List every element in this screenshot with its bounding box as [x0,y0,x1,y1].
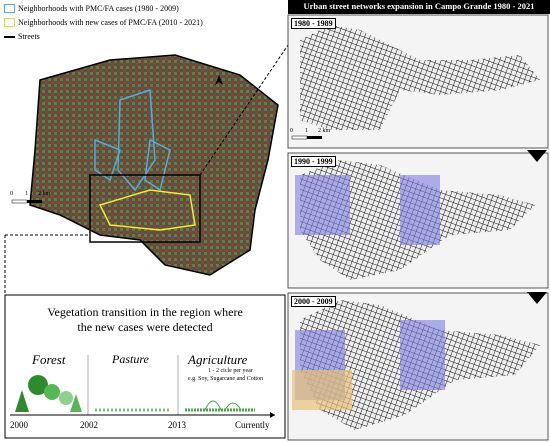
scale-label: 2 km [318,128,331,134]
legend-item: Streets [4,32,40,41]
panel-label: 2000 - 2009 [291,296,336,307]
scale-label: 2 km [38,191,51,197]
stage-name: Forest [32,352,66,367]
legend-text: Neighborhoods with PMC/FA cases (1980 - … [18,4,179,13]
stage-name: Agriculture [188,352,248,367]
scale-label: 1 [305,128,308,134]
timeline-label: 2013 [168,420,186,430]
scale-label: 1 [25,191,28,197]
legend-item: Neighborhoods with new cases of PMC/FA (… [4,18,203,27]
vegetation-title: Vegetation transition in the region wher… [47,305,243,334]
agriculture-note: 1 - 2 cicle per year [208,368,253,374]
scale-label: 0 [290,128,293,134]
scale-label: 0 [10,191,13,197]
timeline-label: 2000 [10,420,28,430]
agriculture-note: e.g. Soy, Sugarcane and Cotton [188,376,264,382]
panel-label: 1980 - 1989 [291,18,336,29]
legend-item: Neighborhoods with PMC/FA cases (1980 - … [4,4,179,13]
timeline-label: Currently [235,420,270,430]
legend-text: Streets [18,32,40,41]
legend-text: Neighborhoods with new cases of PMC/FA (… [18,18,203,27]
stage-name: Pasture [112,352,149,366]
timeline-label: 2002 [80,420,98,430]
panel-label: 1990 - 1999 [291,156,336,167]
panels-title: Urban street networks expansion in Campo… [303,1,535,11]
